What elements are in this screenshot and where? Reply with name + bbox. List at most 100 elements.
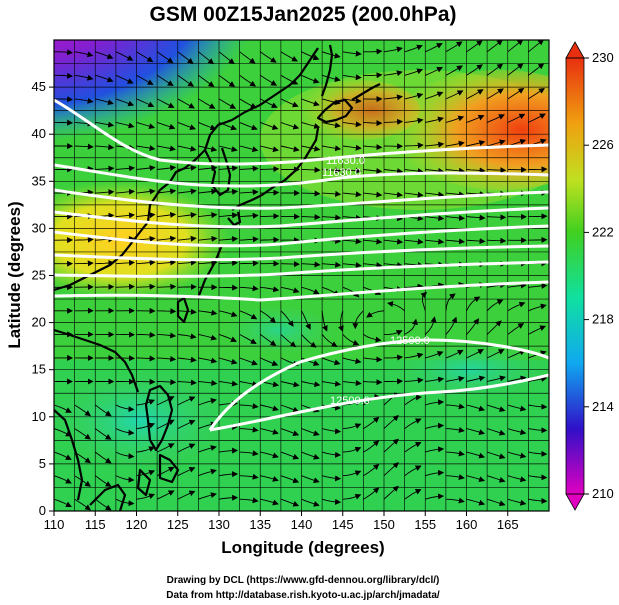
credit-data: Data from http://database.rish.kyoto-u.a… xyxy=(166,590,440,601)
wind-vector xyxy=(239,74,257,87)
wind-vector xyxy=(342,191,362,198)
wind-vector xyxy=(74,428,92,440)
wind-vector xyxy=(486,40,503,53)
wind-vector xyxy=(301,286,320,295)
wind-vector xyxy=(425,91,444,100)
x-tick-label: 160 xyxy=(456,517,478,532)
wind-vector xyxy=(239,236,259,243)
wind-vector xyxy=(74,74,94,81)
y-tick-label: 35 xyxy=(32,173,46,188)
wind-vector xyxy=(507,404,527,412)
wind-vector xyxy=(198,121,217,131)
colorbar-gradient xyxy=(566,58,584,494)
wind-vector xyxy=(95,428,112,440)
colorbar: 230 226 222 218 214 210 xyxy=(565,41,614,511)
wind-vector xyxy=(177,188,197,195)
wind-vector xyxy=(404,92,424,100)
wind-vector xyxy=(363,120,383,127)
wind-vector xyxy=(445,140,465,147)
wind-vector xyxy=(177,396,196,406)
wind-vector xyxy=(239,189,259,196)
wind-vector xyxy=(404,441,422,453)
wind-vector xyxy=(321,334,338,348)
wind-vector xyxy=(342,50,362,57)
wind-vector xyxy=(218,145,238,152)
contour-mid-2 xyxy=(54,206,549,229)
wind-vector xyxy=(177,51,194,64)
wind-vector xyxy=(136,74,154,85)
wind-vector xyxy=(239,426,259,433)
wind-vector xyxy=(383,191,403,198)
wind-vector xyxy=(260,334,277,346)
wind-vector xyxy=(95,498,112,511)
wind-vector xyxy=(260,451,279,459)
wind-vector xyxy=(157,283,177,290)
wind-vector xyxy=(507,428,527,436)
x-tick-label: 155 xyxy=(414,517,436,532)
wind-vector xyxy=(115,121,135,129)
wind-vector xyxy=(239,381,259,387)
wind-vector xyxy=(198,445,217,453)
height-contours xyxy=(54,98,549,432)
wind-vector xyxy=(218,447,239,454)
wind-vector xyxy=(384,354,404,361)
wind-vector xyxy=(322,190,342,197)
wind-vector xyxy=(95,51,114,60)
wind-vector xyxy=(445,426,465,433)
wind-vector xyxy=(301,261,321,268)
wind-vector xyxy=(486,349,505,359)
wind-vector xyxy=(321,451,342,458)
wind-vector xyxy=(198,98,216,109)
wind-vector xyxy=(445,293,456,311)
coastline-sakhalin xyxy=(320,44,334,97)
wind-vector xyxy=(280,451,300,460)
y-tick-label: 20 xyxy=(32,315,46,330)
wind-vector xyxy=(466,498,486,506)
x-tick-label: 135 xyxy=(249,517,271,532)
wind-vector xyxy=(280,428,300,436)
wind-vector xyxy=(383,46,403,53)
wind-vector xyxy=(218,494,239,501)
contour-label-12500-a: 12500.0 xyxy=(390,335,430,347)
wind-vector xyxy=(198,145,218,152)
wind-vector xyxy=(486,63,504,76)
wind-vector xyxy=(218,284,239,291)
wind-vector xyxy=(239,334,257,344)
wind-vector xyxy=(95,260,115,267)
wind-vector xyxy=(507,323,525,335)
wind-vector xyxy=(322,145,342,152)
wind-vector xyxy=(239,403,259,410)
wind-vector xyxy=(239,497,259,504)
wind-vector xyxy=(321,475,342,482)
x-tick-label: 140 xyxy=(291,517,313,532)
wind-vector xyxy=(218,236,239,243)
wind-vector xyxy=(198,74,215,87)
wind-vector xyxy=(528,474,548,481)
wind-vector xyxy=(528,325,547,335)
warm-region-northeast xyxy=(390,70,549,190)
wind-vector xyxy=(177,121,196,130)
wind-vector xyxy=(322,380,342,387)
wind-vector xyxy=(404,465,422,477)
wind-vector xyxy=(280,381,300,388)
wind-vector xyxy=(239,98,257,109)
wind-vector xyxy=(404,238,424,245)
wind-vector xyxy=(342,167,362,174)
wind-vector xyxy=(425,238,445,245)
wind-vector xyxy=(404,377,424,384)
wind-vector xyxy=(342,144,362,151)
wind-vector xyxy=(425,493,445,500)
wind-vector xyxy=(74,260,94,267)
wind-vector xyxy=(445,375,465,382)
wind-vector xyxy=(528,87,545,100)
colorbar-tick-label: 214 xyxy=(592,399,614,414)
wind-vector xyxy=(198,397,217,406)
wind-vector xyxy=(445,497,465,504)
wind-vector xyxy=(507,282,527,289)
wind-vector xyxy=(342,74,362,81)
wind-vector xyxy=(321,74,341,83)
wind-vector xyxy=(321,357,341,366)
coastline-hokkaido xyxy=(316,98,354,124)
contour-mid-3 xyxy=(54,224,549,248)
wind-vector xyxy=(280,145,300,152)
